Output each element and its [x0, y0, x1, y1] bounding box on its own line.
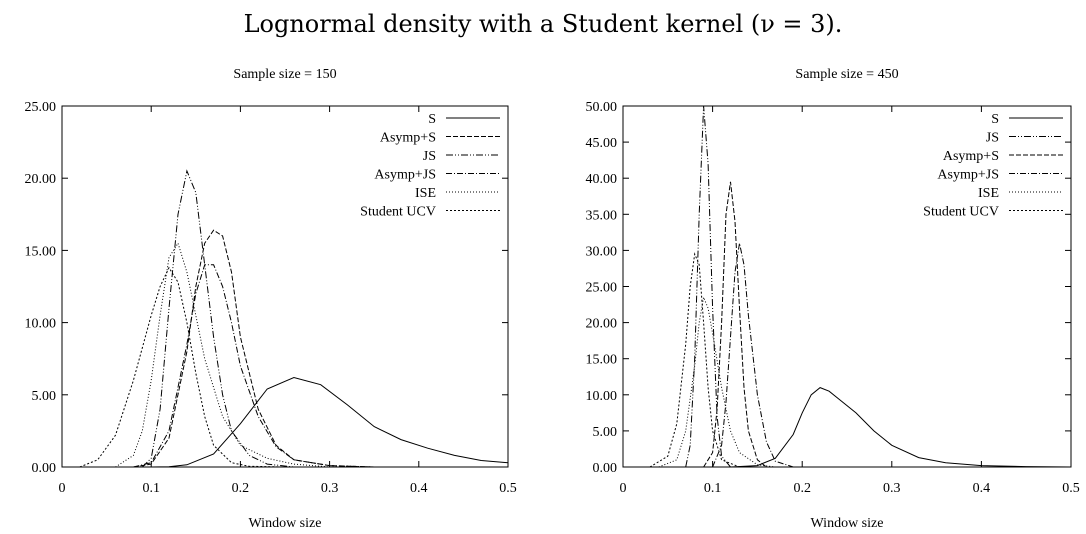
series-line-asymp-js: [712, 243, 794, 467]
x-axis-label: Window size: [249, 516, 322, 531]
series-line-ise: [115, 242, 330, 467]
panel-title: Sample size = 450: [795, 67, 898, 82]
legend-label: S: [428, 112, 436, 127]
y-tick-label: 15.00: [25, 244, 57, 259]
series-line-ise: [658, 295, 776, 467]
x-tick-label: 0.4: [973, 481, 991, 496]
y-tick-label: 30.00: [586, 244, 618, 259]
y-tick-label: 0.00: [593, 461, 618, 476]
legend-label: Asymp+S: [380, 131, 436, 146]
series-line-asymp-s: [133, 229, 375, 467]
legend-label: JS: [423, 149, 436, 164]
legend-label: Asymp+JS: [937, 168, 999, 183]
y-tick-label: 25.00: [25, 100, 57, 115]
plot-frame: [61, 105, 509, 468]
legend-label: Asymp+JS: [374, 168, 436, 183]
series-line-asymp-js: [133, 264, 375, 467]
x-tick-label: 0.1: [142, 481, 160, 496]
series-line-student-ucv: [649, 252, 740, 467]
y-tick-label: 5.00: [32, 389, 57, 404]
series-line-js: [141, 169, 294, 467]
x-tick-label: 0.3: [321, 481, 339, 496]
x-tick-label: 0.4: [410, 481, 428, 496]
series-line-s: [730, 387, 1071, 467]
x-tick-label: 0.2: [232, 481, 250, 496]
x-tick-label: 0.3: [883, 481, 901, 496]
series-group: [649, 106, 1071, 467]
y-tick-label: 50.00: [586, 100, 618, 115]
chart-panel-2: 0.00 5.00 10.00 15.00 20.00 25.00 30.00 35.00 40…: [586, 67, 1080, 531]
y-tick-label: 35.00: [586, 208, 618, 223]
series-line-asymp-s: [703, 181, 767, 467]
legend-label: S: [991, 112, 999, 127]
x-tick-label: 0.5: [1062, 481, 1080, 496]
y-tick-label: 45.00: [586, 136, 618, 151]
y-tick-label: 25.00: [586, 281, 618, 296]
legend-label: ISE: [978, 186, 999, 201]
y-tick-label: 10.00: [25, 317, 57, 332]
x-tick-label: 0: [620, 481, 627, 496]
y-tick-label: 0.00: [32, 461, 57, 476]
legend: S Asymp+S JS Asymp+JS ISE Student UCV: [360, 112, 500, 220]
y-tick-label: 20.00: [586, 317, 618, 332]
legend: S JS Asymp+S Asymp+JS ISE Student UCV: [923, 112, 1063, 220]
legend-label: Asymp+S: [943, 149, 999, 164]
series-line-s: [151, 376, 508, 467]
x-axis-label: Window size: [811, 516, 884, 531]
series-line-js: [685, 106, 731, 467]
x-tick-label: 0.1: [704, 481, 722, 496]
y-tick-label: 40.00: [586, 172, 618, 187]
series-group: [79, 169, 508, 467]
series-line-student-ucv: [79, 266, 286, 467]
x-tick-label: 0.5: [499, 481, 517, 496]
y-tick-label: 5.00: [593, 425, 618, 440]
figure-title: Lognormal density with a Student kernel …: [243, 10, 843, 38]
legend-label: Student UCV: [360, 205, 436, 220]
legend-label: JS: [986, 131, 999, 146]
legend-label: Student UCV: [923, 205, 999, 220]
y-tick-label: 15.00: [586, 353, 618, 368]
panel-title: Sample size = 150: [233, 67, 336, 82]
x-tick-label: 0: [59, 481, 66, 496]
y-tick-label: 10.00: [586, 389, 618, 404]
legend-label: ISE: [415, 186, 436, 201]
y-tick-label: 20.00: [25, 172, 57, 187]
x-tick-label: 0.2: [793, 481, 811, 496]
chart-panel-1: 0.00 5.00 10.00 15.00 20.00 25.00 0 0.1 0.2 0.3 0.…: [25, 67, 517, 531]
